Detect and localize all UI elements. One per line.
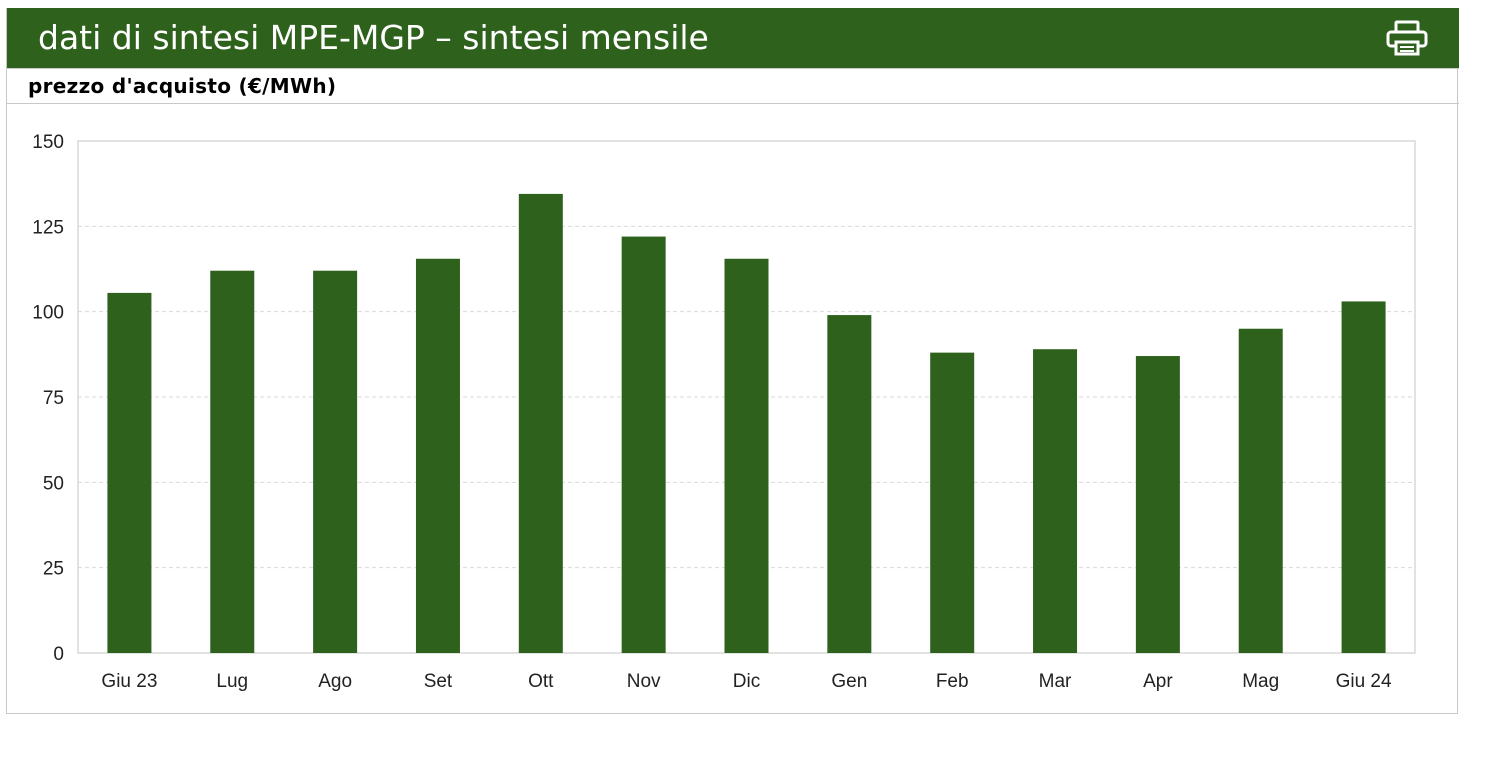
y-tick-label: 150: [32, 132, 64, 153]
y-tick-label: 50: [43, 473, 64, 494]
bar: [1341, 301, 1386, 653]
bar: [621, 236, 666, 653]
x-tick-label: Feb: [936, 671, 969, 692]
bar: [827, 315, 872, 653]
bar: [107, 292, 152, 653]
x-tick-label: Mag: [1242, 671, 1279, 692]
bar: [313, 270, 358, 653]
x-tick-label: Ago: [318, 671, 352, 692]
y-tick-label: 75: [43, 388, 64, 409]
bar: [1033, 349, 1078, 653]
x-tick-label: Dic: [733, 671, 760, 692]
x-tick-label: Set: [424, 671, 453, 692]
x-tick-label: Giu 24: [1336, 671, 1392, 692]
chart-panel: dati di sintesi MPE-MGP – sintesi mensil…: [6, 8, 1459, 714]
x-tick-label: Nov: [627, 671, 661, 692]
bar: [1135, 356, 1180, 653]
print-button[interactable]: [1383, 20, 1431, 56]
y-tick-label: 25: [43, 559, 64, 580]
panel-header: dati di sintesi MPE-MGP – sintesi mensil…: [7, 8, 1459, 68]
bar: [930, 352, 975, 653]
y-tick-label: 100: [32, 303, 64, 324]
bar: [415, 258, 460, 653]
chart-title: prezzo d'acquisto (€/MWh): [28, 74, 337, 98]
bar: [518, 193, 563, 653]
y-tick-label: 125: [32, 217, 64, 238]
x-tick-label: Gen: [831, 671, 867, 692]
bar: [210, 270, 255, 653]
bar: [724, 258, 769, 653]
chart-subheader: prezzo d'acquisto (€/MWh): [7, 68, 1459, 104]
x-tick-label: Ott: [528, 671, 554, 692]
printer-icon: [1386, 20, 1428, 56]
bar: [1238, 328, 1283, 653]
x-tick-label: Apr: [1143, 671, 1173, 692]
x-tick-label: Mar: [1039, 671, 1072, 692]
x-tick-label: Lug: [216, 671, 248, 692]
page-title: dati di sintesi MPE-MGP – sintesi mensil…: [38, 18, 709, 57]
bar-chart: 0 25 50 75 100 125 150 Giu 23 Lug Ago Set Ott Nov Dic…: [32, 132, 1416, 692]
x-tick-label: Giu 23: [101, 671, 157, 692]
y-tick-label: 0: [53, 644, 64, 665]
